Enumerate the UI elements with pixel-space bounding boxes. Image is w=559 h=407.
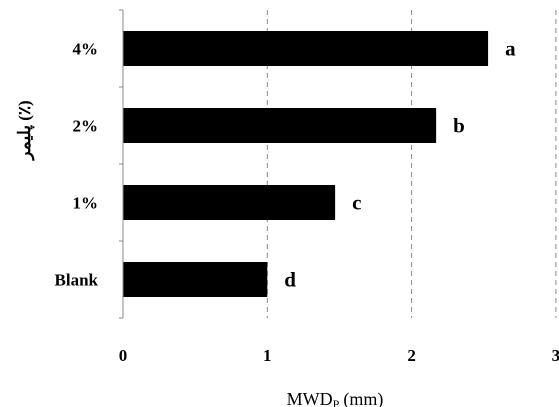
x-tick-label: 3 (552, 346, 559, 365)
x-tick-label: 0 (119, 346, 128, 365)
data-label: b (453, 114, 465, 138)
data-label: a (505, 37, 516, 61)
x-tick-label: 1 (263, 346, 272, 365)
x-tick-labels: 0 1 2 3 (119, 346, 559, 365)
data-labels: d c b a (284, 37, 516, 292)
x-axis-title-sub: P (333, 397, 340, 407)
category-label: 2% (73, 117, 99, 136)
category-labels: Blank 1% 2% 4% (55, 40, 99, 290)
x-axis-title-unit: (mm) (343, 389, 383, 407)
data-label: d (284, 268, 296, 292)
x-tick-label: 2 (407, 346, 416, 365)
bar (123, 31, 489, 66)
x-axis-title: MWDP (mm) (287, 389, 384, 407)
bars (123, 31, 489, 297)
category-label: 1% (73, 194, 99, 213)
bar (123, 185, 336, 220)
y-axis-title: پلیمر (٪) (15, 100, 35, 161)
category-label: Blank (55, 271, 99, 290)
y-tick-marks (119, 9, 123, 319)
data-label: c (352, 191, 361, 215)
category-label: 4% (73, 40, 99, 59)
x-axis-title-main: MWD (287, 389, 333, 407)
bar (123, 108, 437, 143)
bar (123, 262, 268, 297)
